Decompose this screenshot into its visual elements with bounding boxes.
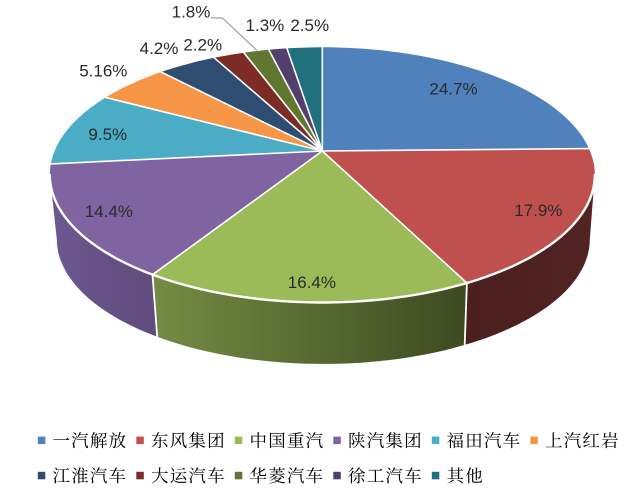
svg-text:14.4%: 14.4% [85, 202, 133, 221]
svg-text:24.7%: 24.7% [429, 80, 477, 99]
svg-text:5.16%: 5.16% [79, 61, 127, 80]
svg-text:9.5%: 9.5% [88, 125, 127, 144]
svg-text:2.5%: 2.5% [290, 16, 329, 35]
svg-text:2.2%: 2.2% [183, 36, 222, 55]
svg-text:1.3%: 1.3% [246, 16, 285, 35]
svg-text:17.9%: 17.9% [514, 201, 562, 220]
svg-text:16.4%: 16.4% [288, 273, 336, 292]
svg-text:1.8%: 1.8% [172, 2, 211, 21]
svg-text:4.2%: 4.2% [140, 39, 179, 58]
